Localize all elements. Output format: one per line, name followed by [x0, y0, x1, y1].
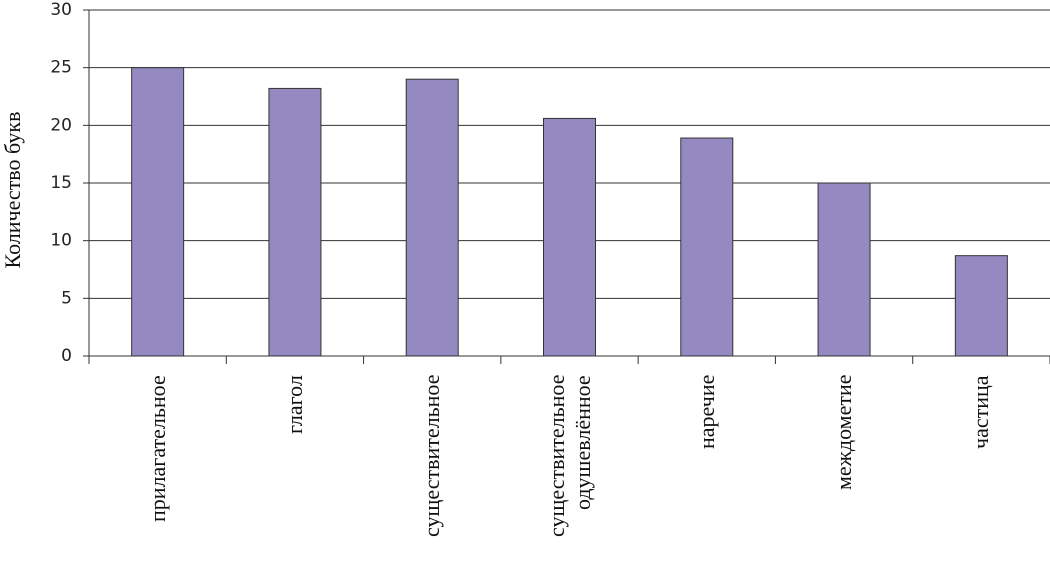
y-tick-label: 30 — [50, 0, 72, 20]
x-tick-label: существительное — [419, 375, 445, 538]
bar — [817, 182, 871, 357]
bar — [268, 87, 322, 357]
y-tick-label: 5 — [61, 288, 72, 308]
y-tick-label: 20 — [50, 115, 72, 135]
x-tick-label: глагол — [281, 375, 307, 434]
y-tick-label: 10 — [50, 231, 72, 251]
y-tick-label: 25 — [50, 58, 72, 78]
bar — [954, 255, 1008, 357]
x-tick-label: прилагательное — [144, 375, 170, 522]
x-tick-label: существительное одушевлённое — [543, 375, 595, 538]
x-tick-label: наречие — [693, 375, 719, 450]
bar — [680, 137, 734, 357]
y-axis-label: Количество букв — [0, 112, 25, 269]
y-tick-label: 0 — [61, 346, 72, 366]
bar — [405, 78, 459, 357]
x-tick-label: междометие — [831, 375, 857, 491]
y-tick-label: 15 — [50, 173, 72, 193]
x-tick-label: частица — [968, 375, 994, 449]
bar — [131, 67, 185, 357]
bar — [543, 117, 596, 357]
